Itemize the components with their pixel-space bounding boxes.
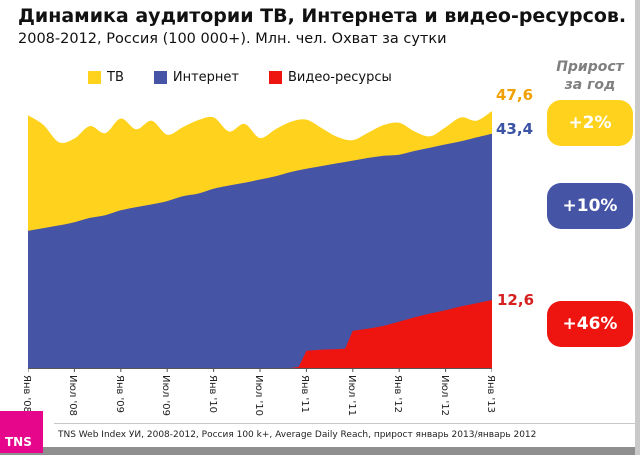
page-title: Динамика аудитории ТВ, Интернета и видео…	[18, 5, 627, 27]
video-color-swatch	[268, 71, 282, 84]
x-axis-label: Янв '10	[206, 375, 218, 414]
legend-label-video: Видео-ресурсы	[287, 70, 392, 85]
x-axis-label: Июл '10	[253, 375, 264, 416]
legend-label-tv: ТВ	[107, 70, 124, 85]
x-axis-label: Июл '09	[160, 375, 172, 416]
x-axis-label: Июл '12	[438, 375, 450, 416]
video-growth-badge: +46%	[547, 301, 633, 347]
legend-item-internet: Интернет	[153, 70, 239, 85]
area-internet	[28, 133, 492, 368]
x-axis-label: Янв '13	[485, 375, 496, 414]
tv-end-value-label: 47,6	[496, 86, 534, 104]
stacked-area-chart	[27, 98, 493, 376]
x-axis-label: Июл '08	[67, 375, 79, 416]
x-axis-label: Июл '11	[345, 375, 357, 416]
page-subtitle: 2008-2012, Россия (100 000+). Млн. чел. …	[18, 31, 447, 47]
internet-end-value-label: 43,4	[496, 120, 534, 138]
tns-logo: TNS	[0, 411, 43, 453]
source-note: TNS Web Index УИ, 2008-2012, Россия 100 …	[58, 430, 537, 440]
growth-panel-header: Прирост за год	[556, 59, 624, 94]
x-axis-label: Янв '09	[113, 375, 125, 414]
footer-divider	[54, 423, 640, 424]
legend-item-tv: ТВ	[88, 70, 124, 85]
x-axis-label: Янв '08	[21, 375, 32, 414]
chart-legend: ТВ Интернет Видео-ресурсы	[88, 70, 392, 85]
tv-color-swatch	[88, 71, 101, 84]
window-bottom-edge	[0, 447, 640, 455]
chart-canvas	[27, 111, 493, 372]
legend-item-video: Видео-ресурсы	[268, 70, 392, 85]
x-axis-label: Янв '11	[299, 375, 311, 414]
tns-logo-text: TNS	[5, 435, 32, 449]
area-video	[28, 300, 492, 368]
internet-growth-badge: +10%	[547, 183, 633, 229]
x-axis-label: Янв '12	[392, 375, 404, 414]
x-axis	[27, 368, 493, 372]
video-end-value-label: 12,6	[497, 291, 535, 309]
internet-color-swatch	[153, 71, 167, 84]
tv-growth-badge: +2%	[547, 100, 633, 146]
window-right-edge	[635, 0, 640, 455]
legend-label-internet: Интернет	[172, 70, 239, 85]
